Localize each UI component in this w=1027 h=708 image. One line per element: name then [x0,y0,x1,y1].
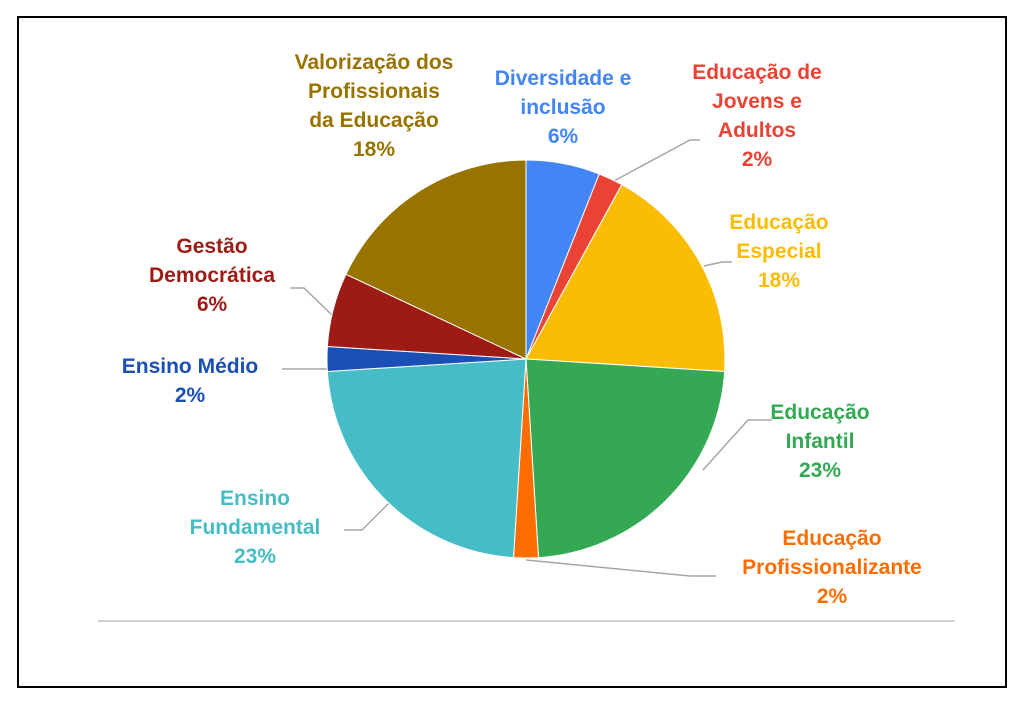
data-label: Gestão Democrática 6% [125,232,300,319]
leader-lines [282,139,772,577]
leader-line [344,499,393,531]
label-name: Educação Profissionalizante [742,527,922,579]
pie-slice [525,183,726,373]
pie-slice [345,159,527,360]
data-label: Educação Infantil 23% [750,398,890,485]
label-value: 18% [352,138,396,161]
label-value: 23% [233,545,277,568]
data-label: Ensino Médio 2% [80,352,300,410]
label-value: 6% [196,293,228,316]
leader-line [290,287,334,317]
label-name: Educação de Jovens e Adultos [692,61,822,142]
pie-slice [326,358,527,559]
data-label: Educação de Jovens e Adultos 2% [677,58,837,174]
label-name: Ensino Fundamental [189,487,321,539]
label-value: 2% [741,148,773,171]
data-label: Ensino Fundamental 23% [175,484,335,571]
leader-line [525,559,716,577]
data-label: Valorização dos Profissionais da Educaçã… [294,48,454,164]
leader-line [702,419,772,471]
label-name: Gestão Democrática [148,235,276,287]
label-name: Diversidade e inclusão [494,67,632,119]
data-label: Educação Profissionalizante 2% [707,524,957,611]
label-name: Educação Especial [729,211,829,263]
data-label: Educação Especial 18% [709,208,849,295]
pie [326,159,726,559]
label-value: 2% [174,384,206,407]
label-value: 18% [757,269,801,292]
label-value: 23% [798,459,842,482]
leader-line [611,139,700,183]
pie-slice [525,358,726,559]
leader-line [703,261,732,267]
label-value: 6% [547,125,579,148]
label-name: Ensino Médio [121,355,259,378]
frame [17,16,1007,688]
label-value: 2% [816,585,848,608]
data-label: Diversidade e inclusão 6% [471,64,656,151]
label-name: Valorização dos Profissionais da Educaçã… [294,51,454,132]
label-name: Educação Infantil [770,401,870,453]
